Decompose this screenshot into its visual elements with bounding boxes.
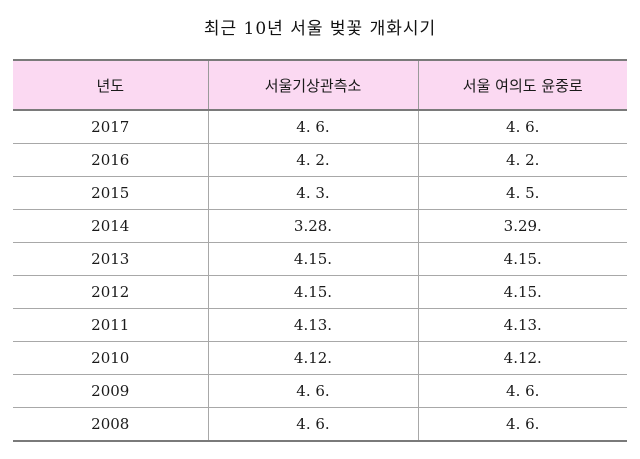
yunjungro-date-cell: 3.29. [417,209,627,243]
table-row: 2016 4. 2. 4. 2. [13,143,627,177]
year-cell: 2017 [13,110,209,144]
cell-text: 2012 [91,283,130,301]
table-row: 2014 3.28. 3.29. [13,209,627,243]
cell-text: 4.15. [503,250,542,268]
cell-text: 4. 5. [506,184,540,202]
observatory-date-cell: 4. 2. [207,143,419,177]
year-cell: 2016 [13,143,209,177]
observatory-date-cell: 4.13. [207,308,419,342]
cell-text: 4.12. [293,349,333,367]
cell-text: 4.15. [503,283,542,301]
yunjungro-date-cell: 4.15. [417,275,627,309]
table-row: 2011 4.13. 4.13. [13,308,627,342]
yunjungro-date-cell: 4.15. [417,242,627,276]
year-cell: 2014 [13,209,209,243]
cell-text: 4. 6. [296,118,330,136]
yunjungro-date-cell: 4.12. [417,341,627,375]
header-yeouido-yunjungro: 서울 여의도 윤중로 [417,59,627,111]
cell-text: 2009 [91,382,130,400]
header-seoul-observatory: 서울기상관측소 [207,59,419,111]
cell-text: 2017 [91,118,130,136]
year-cell: 2012 [13,275,209,309]
cell-text: 4. 6. [506,118,540,136]
cell-text: 4. 2. [296,151,330,169]
year-cell: 2013 [13,242,209,276]
cell-text: 4. 6. [506,382,540,400]
table-row: 2017 4. 6. 4. 6. [13,110,627,144]
year-cell: 2011 [13,308,209,342]
table-row: 2015 4. 3. 4. 5. [13,176,627,210]
cell-text: 2015 [91,184,130,202]
year-cell: 2015 [13,176,209,210]
page-title: 최근 10년 서울 벚꽃 개화시기 [203,19,437,39]
cell-text: 4.12. [503,349,542,367]
bloom-table: 년도 서울기상관측소 서울 여의도 윤중로 2017 4. 6. 4. 6. 2… [13,59,627,442]
cell-text: 3.28. [293,217,333,235]
yunjungro-date-cell: 4. 6. [417,407,627,442]
table-row: 2010 4.12. 4.12. [13,341,627,375]
observatory-date-cell: 4. 3. [207,176,419,210]
cell-text: 2008 [91,415,130,433]
observatory-date-cell: 4.12. [207,341,419,375]
table-row: 2008 4. 6. 4. 6. [13,407,627,442]
year-cell: 2009 [13,374,209,408]
yunjungro-date-cell: 4.13. [417,308,627,342]
year-cell: 2008 [13,407,209,442]
year-cell: 2010 [13,341,209,375]
table-row: 2013 4.15. 4.15. [13,242,627,276]
observatory-date-cell: 3.28. [207,209,419,243]
cell-text: 4. 6. [506,415,540,433]
cell-text: 4.13. [293,316,333,334]
cell-text: 2014 [91,217,130,235]
cell-text: 4. 2. [506,151,540,169]
header-year: 년도 [13,59,209,111]
cell-text: 4. 3. [296,184,330,202]
yunjungro-date-cell: 4. 2. [417,143,627,177]
cell-text: 4.15. [293,283,333,301]
cell-text: 2010 [91,349,130,367]
table-row: 2012 4.15. 4.15. [13,275,627,309]
cell-text: 2016 [91,151,130,169]
cell-text: 3.29. [503,217,542,235]
table-header-row: 년도 서울기상관측소 서울 여의도 윤중로 [13,59,627,111]
cell-text: 4.13. [503,316,542,334]
cell-text: 4. 6. [296,382,330,400]
observatory-date-cell: 4.15. [207,275,419,309]
yunjungro-date-cell: 4. 5. [417,176,627,210]
observatory-date-cell: 4. 6. [207,374,419,408]
yunjungro-date-cell: 4. 6. [417,374,627,408]
observatory-date-cell: 4. 6. [207,110,419,144]
cell-text: 4.15. [293,250,333,268]
observatory-date-cell: 4.15. [207,242,419,276]
table-row: 2009 4. 6. 4. 6. [13,374,627,408]
observatory-date-cell: 4. 6. [207,407,419,442]
cell-text: 2013 [91,250,130,268]
yunjungro-date-cell: 4. 6. [417,110,627,144]
cell-text: 2011 [91,316,130,334]
cell-text: 4. 6. [296,415,330,433]
